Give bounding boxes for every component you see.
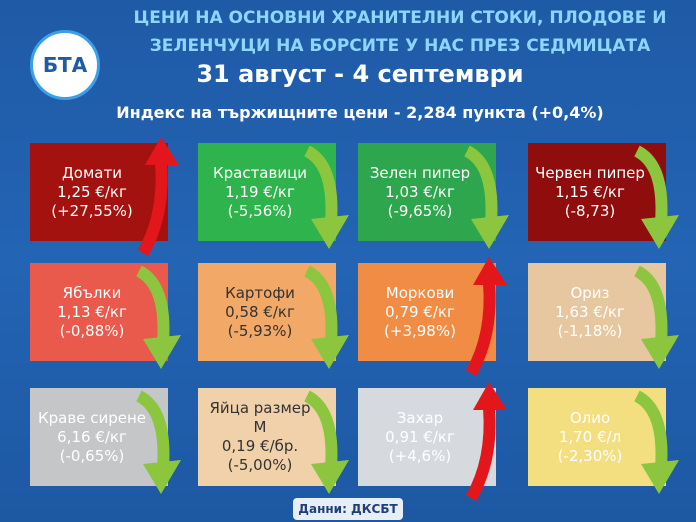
title: ЦЕНИ НА ОСНОВНИ ХРАНИТЕЛНИ СТОКИ, ПЛОДОВ… [133, 8, 667, 28]
item-price: 6,16 €/кг [57, 427, 127, 446]
arrow-shaft [633, 390, 668, 469]
tile: Ябълки 1,13 €/кг (-0,88%) [30, 263, 168, 361]
item-change: (-5,56%) [227, 201, 293, 220]
arrow-shaft [303, 265, 338, 344]
arrow-shaft [463, 145, 498, 224]
item-name: Ябълки [62, 283, 122, 302]
arrow-head [473, 257, 507, 285]
trend-arrow [135, 265, 181, 369]
item-change: (+3,98%) [384, 321, 456, 340]
item-price: 1,25 €/кг [57, 182, 127, 201]
item-change: (-2,30%) [557, 446, 623, 465]
arrow-head [143, 460, 181, 494]
date: 31 август - 4 септември [196, 60, 524, 88]
item-change: (-5,00%) [227, 456, 293, 474]
source: Данни: ДКСБТ [293, 498, 403, 520]
item-name: Яйца размер М [209, 399, 311, 436]
trend-arrow [633, 390, 679, 494]
arrow-head [641, 460, 679, 494]
trend-arrow [633, 265, 679, 369]
arrow-head [311, 215, 349, 249]
item-change: (-0,65%) [59, 446, 125, 465]
item-name: Олио [569, 408, 611, 427]
tile: Яйца размер М 0,19 €/бр. (-5,00%) [198, 388, 336, 486]
item-name: Краставици [212, 163, 308, 182]
trend-arrow [633, 145, 679, 249]
arrow-shaft [303, 145, 338, 224]
item-price: 1,03 €/кг [385, 182, 455, 201]
arrow-shaft [135, 265, 170, 344]
trend-arrow [463, 145, 509, 249]
item-change: (-0,88%) [59, 321, 125, 340]
item-name: Зелен пипер [369, 163, 471, 182]
item-name: Домати [62, 163, 122, 182]
item-name: Захар [396, 408, 444, 427]
item-price: 1,15 €/кг [555, 182, 625, 201]
arrow-shaft [465, 407, 496, 502]
trend-arrow [303, 145, 349, 249]
arrow-head [143, 335, 181, 369]
item-change: (-1,18%) [557, 321, 623, 340]
item-name: Червен пипер [535, 163, 645, 182]
item-change: (-5,93%) [227, 321, 293, 340]
item-price: 1,13 €/кг [57, 302, 127, 321]
item-price: 1,63 €/кг [555, 302, 625, 321]
arrow-head [473, 382, 507, 410]
item-price: 0,79 €/кг [385, 302, 455, 321]
item-name: Ориз [570, 283, 610, 302]
arrow-shaft [303, 390, 338, 469]
arrow-head [471, 215, 509, 249]
trend-arrow [303, 390, 349, 494]
item-price: 0,91 €/кг [385, 427, 455, 446]
arrow-shaft [633, 145, 668, 224]
item-price: 0,19 €/бр. [221, 437, 299, 455]
arrow-head [311, 460, 349, 494]
title: ЗЕЛЕНЧУЦИ НА БОРСИТЕ У НАС ПРЕЗ СЕДМИЦАТ… [149, 36, 651, 56]
item-name: Краве сирене [38, 408, 146, 427]
item-change: (+27,55%) [51, 201, 133, 220]
arrow-head [145, 137, 179, 165]
logo: БТА [30, 30, 100, 100]
item-change: (-8,73) [564, 201, 616, 220]
trend-arrow [465, 382, 507, 502]
index-line: Индекс на тържищните цени - 2,284 пункта… [116, 103, 604, 122]
arrow-shaft [465, 282, 496, 377]
trend-arrow [465, 257, 507, 377]
item-name: Картофи [225, 283, 295, 302]
tile: Моркови 0,79 €/кг (+3,98%) [358, 263, 496, 361]
item-change: (+4,6%) [388, 446, 452, 465]
arrow-shaft [633, 265, 668, 344]
arrow-head [641, 335, 679, 369]
arrow-shaft [135, 390, 170, 469]
tile: Захар 0,91 €/кг (+4,6%) [358, 388, 496, 486]
item-price: 1,70 €/л [558, 427, 622, 446]
item-price: 1,19 €/кг [225, 182, 295, 201]
item-change: (-9,65%) [387, 201, 453, 220]
arrow-shaft [137, 162, 168, 257]
arrow-head [311, 335, 349, 369]
trend-arrow [303, 265, 349, 369]
trend-arrow [137, 137, 179, 257]
item-price: 0,58 €/кг [225, 302, 295, 321]
item-name: Моркови [385, 283, 455, 302]
tile: Домати 1,25 €/кг (+27,55%) [30, 143, 168, 241]
trend-arrow [135, 390, 181, 494]
arrow-head [641, 215, 679, 249]
